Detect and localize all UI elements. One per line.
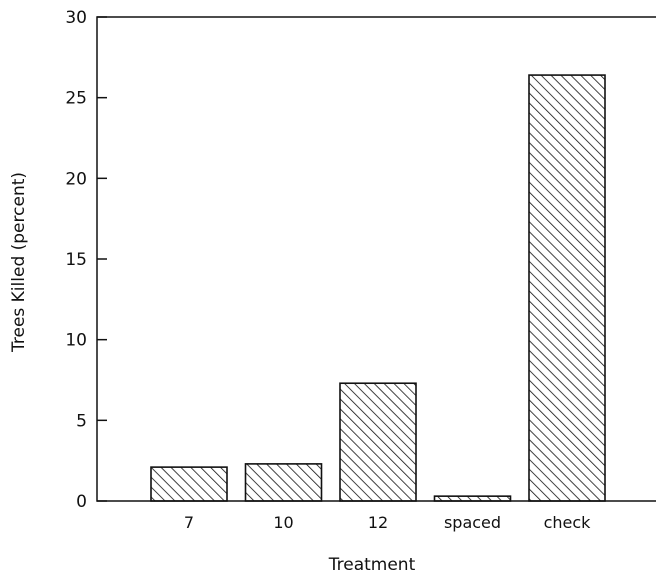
y-tick-label: 30 bbox=[65, 8, 87, 28]
bar-12 bbox=[339, 382, 417, 502]
x-tick-label: 7 bbox=[184, 513, 194, 532]
y-tick-label: 0 bbox=[76, 492, 87, 512]
x-axis: 7 10 12 spaced check bbox=[184, 513, 591, 532]
y-axis-title: Trees Killed (percent) bbox=[9, 172, 29, 353]
bar-check bbox=[528, 74, 606, 502]
y-axis: 0 5 10 15 20 25 30 bbox=[65, 8, 107, 512]
x-tick-label: check bbox=[544, 513, 592, 532]
bar-7 bbox=[150, 466, 228, 502]
x-tick-label: spaced bbox=[444, 513, 501, 532]
x-tick-label: 12 bbox=[368, 513, 388, 532]
y-tick-label: 15 bbox=[65, 250, 87, 270]
y-tick-label: 20 bbox=[65, 169, 87, 189]
bar-series bbox=[150, 74, 606, 502]
bar-spaced bbox=[433, 495, 512, 502]
y-tick-label: 5 bbox=[76, 411, 87, 431]
y-tick-label: 10 bbox=[65, 331, 87, 351]
bar-10 bbox=[244, 463, 323, 502]
y-tick-label: 25 bbox=[65, 89, 87, 109]
x-tick-label: 10 bbox=[273, 513, 293, 532]
x-axis-title: Treatment bbox=[328, 555, 416, 575]
